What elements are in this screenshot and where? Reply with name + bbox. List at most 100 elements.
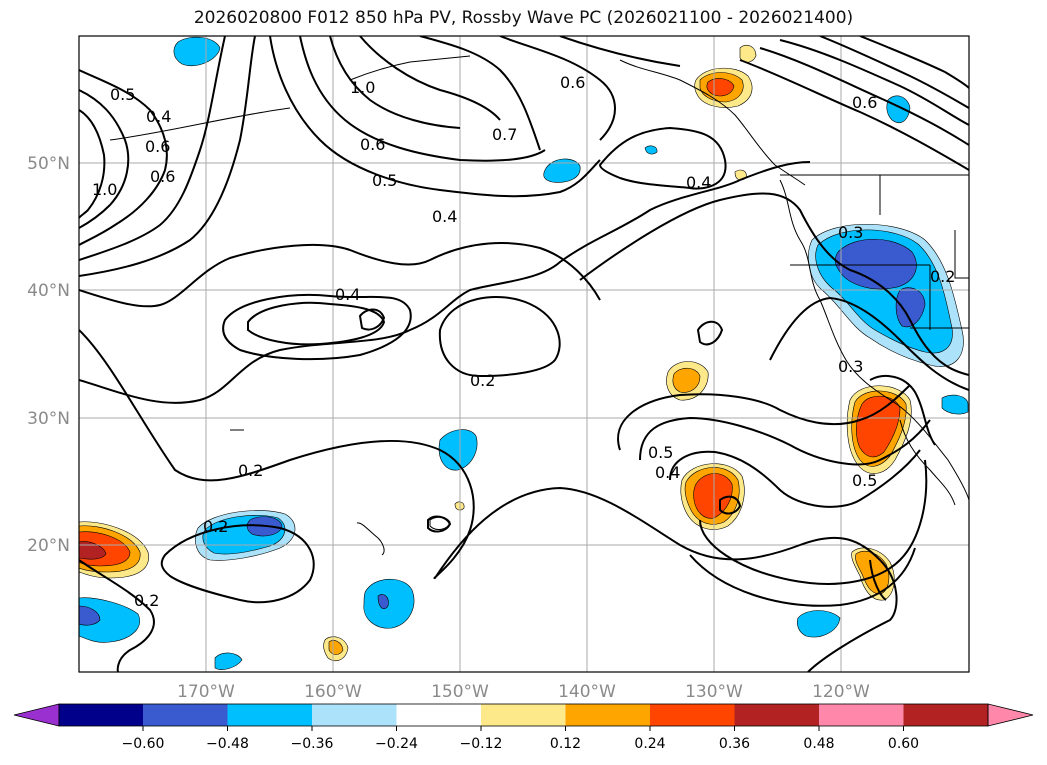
colorbar-tick-label: −0.12	[460, 736, 503, 752]
pos-blob-baja-core	[856, 395, 901, 458]
contour-label: 0.2	[134, 591, 159, 610]
contour-label: 0.2	[238, 461, 263, 480]
colorbar-segment	[143, 704, 228, 726]
contour-nw-5	[79, 36, 256, 277]
colorbar-segment	[819, 704, 904, 726]
colorbar-segment	[650, 704, 735, 726]
contour-0-4-ring	[617, 384, 911, 451]
neg-blob-bottom	[796, 610, 841, 638]
contour-ne-1	[739, 59, 969, 171]
pos-blob-130w-n-core	[672, 367, 701, 393]
pv-contours	[79, 36, 969, 672]
contour-0-2-island	[438, 296, 561, 378]
contour-small-2	[696, 320, 724, 346]
contour-label: 0.2	[930, 267, 955, 286]
colorbar-segment	[565, 704, 650, 726]
colorbar-segment	[734, 704, 819, 726]
neg-blob-baja	[941, 394, 969, 415]
lat-labels: 50°N 40°N 30°N 20°N	[27, 154, 70, 556]
colorbar-tick-label: 0.60	[888, 736, 919, 752]
lat-label: 50°N	[27, 154, 70, 174]
colorbar-segment	[227, 704, 312, 726]
colorbar-tick-label: −0.60	[122, 736, 165, 752]
contour-0-2-main	[79, 329, 898, 672]
contour-label: 1.0	[350, 78, 375, 97]
contour-nw-4	[79, 36, 226, 261]
contour-label: 0.6	[852, 93, 877, 112]
contour-baja	[869, 375, 936, 446]
lon-label: 150°W	[431, 682, 489, 702]
contour-0-2-top	[598, 126, 727, 190]
map-area	[79, 36, 969, 672]
lon-label: 130°W	[685, 682, 743, 702]
contour-outer-s	[699, 459, 928, 585]
contour-0-3	[579, 192, 969, 376]
neg-blob-left-core	[79, 605, 101, 626]
contour-label: 0.5	[110, 85, 135, 104]
neg-blob-155w-core	[377, 594, 389, 609]
contour-0-4-loop	[247, 301, 386, 346]
colorbar-tick-label: 0.12	[550, 736, 581, 752]
contour-north-3	[329, 36, 461, 129]
contour-label: 0.4	[686, 173, 711, 192]
contour-label: 0.4	[432, 207, 457, 226]
lon-label: 170°W	[177, 682, 235, 702]
pv-shading	[79, 36, 969, 670]
neg-blob-left	[79, 597, 140, 643]
colorbar-extend-right	[987, 703, 1034, 727]
contour-label: 0.6	[360, 135, 385, 154]
contour-nw-3	[79, 109, 106, 219]
contour-label: 0.7	[492, 125, 517, 144]
contour-small-4	[427, 515, 452, 533]
contour-label: 0.5	[648, 443, 673, 462]
colorbar-extend-left	[13, 703, 60, 727]
map-title: 2026020800 F012 850 hPa PV, Rossby Wave …	[193, 8, 854, 28]
contour-north-1	[269, 36, 601, 198]
contour-0-5-ring	[639, 416, 931, 466]
colorbar-tick-label: 0.36	[719, 736, 750, 752]
contour-outer-s2	[689, 547, 916, 607]
colorbar-segment	[396, 704, 481, 726]
contour-nw-1	[79, 69, 168, 246]
lat-label: 30°N	[27, 409, 70, 429]
lon-labels: 170°W 160°W 150°W 140°W 130°W 120°W	[177, 682, 870, 702]
lon-label: 120°W	[812, 682, 870, 702]
map-border	[78, 35, 970, 673]
contour-ne-4	[819, 36, 969, 109]
colorbar-tick-label: −0.48	[206, 736, 249, 752]
lon-label: 160°W	[304, 682, 362, 702]
neg-blob-small	[644, 145, 658, 155]
lon-label: 140°W	[558, 682, 616, 702]
contour-label: 0.4	[335, 285, 360, 304]
contour-label: 1.0	[92, 180, 117, 199]
contour-label: 0.2	[470, 371, 495, 390]
coastlines	[109, 55, 969, 556]
colorbar: −0.60 −0.48 −0.36 −0.24 −0.12 0.12 0.24 0.36 0.4…	[13, 703, 1034, 752]
colorbar-tick-label: −0.36	[291, 736, 334, 752]
neg-blob-calif-core	[834, 238, 917, 290]
contour-0-3-b	[769, 296, 969, 391]
contour-nw-2	[79, 89, 130, 229]
contour-ne-5	[859, 36, 969, 89]
contour-label: 0.5	[372, 171, 397, 190]
neg-blob-bc	[886, 95, 911, 123]
contour-label: 0.5	[852, 471, 877, 490]
lat-label: 20°N	[27, 536, 70, 556]
contour-120w-s	[869, 559, 887, 601]
contour-label: 0.6	[150, 167, 175, 186]
neg-blob-450n	[543, 158, 581, 183]
contour-north-5	[419, 36, 541, 151]
contour-north-6	[499, 36, 616, 141]
contour-0-4-inner	[222, 294, 412, 361]
contour-label: 0.3	[838, 223, 863, 242]
contour-0-4-main	[79, 161, 811, 404]
contour-north-2	[299, 36, 546, 162]
pos-blob-left-darkest	[79, 541, 107, 560]
contour-label: 0.3	[838, 357, 863, 376]
colorbar-segment	[903, 704, 988, 726]
contour-label: 0.4	[146, 107, 171, 126]
contour-north-4	[359, 36, 501, 121]
lat-label: 40°N	[27, 281, 70, 301]
contour-0-2-west	[79, 242, 601, 308]
